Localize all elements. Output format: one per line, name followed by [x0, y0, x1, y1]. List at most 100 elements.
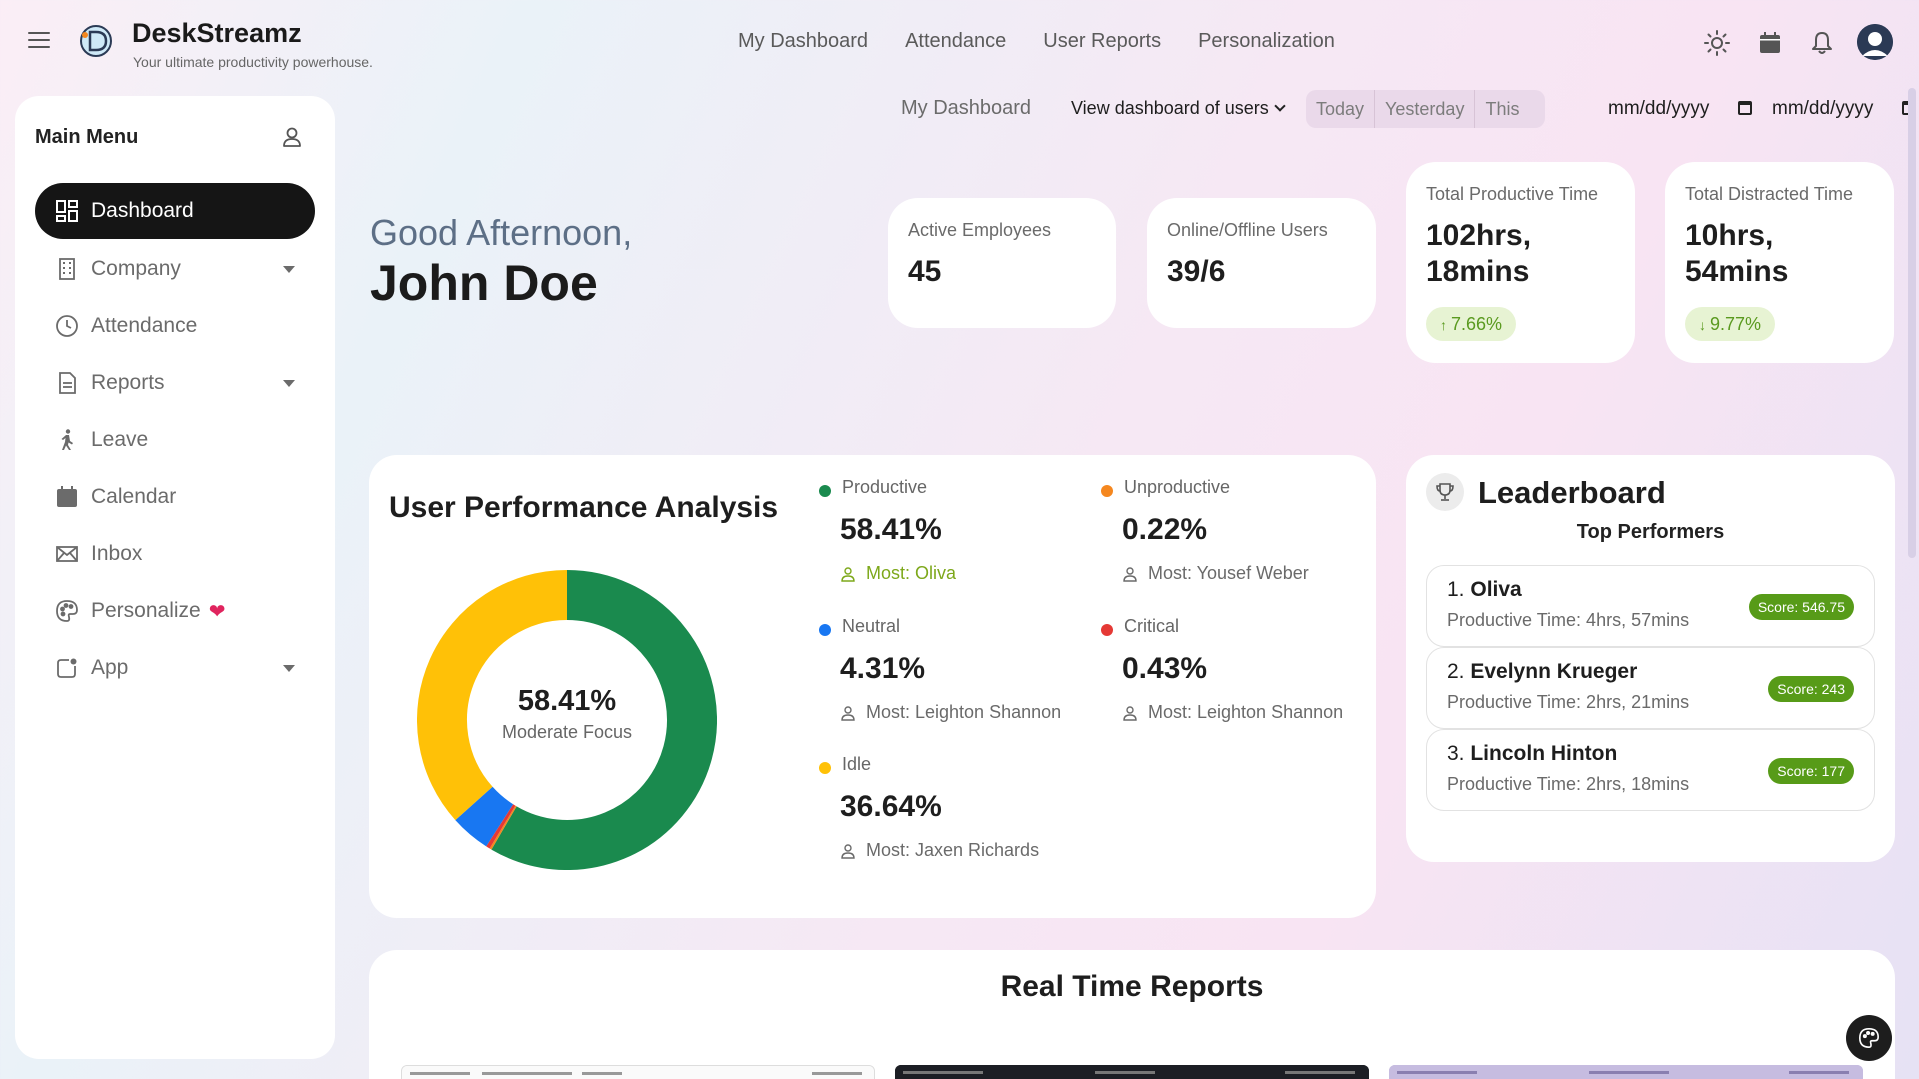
donut-center-label: Moderate Focus [501, 722, 633, 742]
screenshot-thumbnail[interactable] [895, 1065, 1369, 1079]
stat-label: Total Productive Time [1426, 184, 1599, 204]
donut-slice-idle[interactable] [417, 570, 568, 821]
page-scrollbar[interactable] [1905, 88, 1919, 1079]
screenshot-thumbnail[interactable] [1389, 1065, 1863, 1079]
period-today[interactable]: Today [1306, 90, 1376, 128]
legend-dot [819, 485, 831, 497]
period-this-month[interactable]: This Month [1485, 99, 1520, 119]
stat-value-mins: 18mins [1426, 255, 1530, 288]
sidebar-item-label: Dashboard [91, 199, 194, 222]
distracted-time-card: Total Distracted Time 10hrs, 54mins ↓ 9.77… [1665, 162, 1894, 363]
mail-icon [55, 542, 79, 566]
topnav-attendance[interactable]: Attendance [905, 30, 1007, 52]
category-name: Productive [842, 477, 928, 497]
topnav-user-reports[interactable]: User Reports [1043, 30, 1162, 52]
palette-icon [1859, 1028, 1879, 1048]
sidebar: Main Menu Dashboard Company Attendance R… [15, 96, 335, 1059]
active-employees-card: Active Employees 45 [888, 198, 1116, 328]
donut-slice-critical[interactable] [486, 804, 516, 849]
performance-title: User Performance Analysis [389, 491, 779, 524]
sidebar-item-inbox[interactable]: Inbox [35, 526, 315, 582]
category-top-user: Most: Yousef Weber [1122, 563, 1309, 584]
productive-time-card: Total Productive Time 102hrs, 18mins ↑ 7.6… [1406, 162, 1635, 363]
sidebar-item-app[interactable]: App [35, 640, 315, 696]
donut-slice-neutral[interactable] [455, 786, 514, 847]
performer-name: 3. Lincoln Hinton [1447, 742, 1617, 766]
performer-name-text: Lincoln Hinton [1470, 742, 1618, 765]
stat-value: 10hrs, 54mins [1685, 218, 1788, 290]
leaderboard-row[interactable]: 2. Evelynn Krueger Productive Time: 2hrs… [1426, 647, 1875, 729]
stat-value: 102hrs, 18mins [1426, 218, 1531, 290]
sidebar-item-reports[interactable]: Reports [35, 355, 315, 411]
top-user-name: Most: Leighton Shannon [866, 702, 1062, 722]
topnav-my-dashboard[interactable]: My Dashboard [738, 30, 869, 52]
score-badge: Score: 177 [1768, 758, 1854, 784]
greeting-text: Good Afternoon, [370, 212, 633, 253]
date-from-calendar-icon[interactable] [1738, 101, 1752, 115]
sidebar-title: Main Menu [35, 126, 139, 148]
clock-icon [55, 314, 79, 338]
sidebar-item-dashboard[interactable]: Dashboard [35, 183, 315, 239]
sidebar-item-personalize[interactable]: Personalize ❤ [35, 583, 315, 639]
palette-icon [55, 599, 79, 623]
real-time-reports-card: Real Time Reports [369, 950, 1895, 1079]
performer-name-text: Evelynn Krueger [1470, 660, 1638, 683]
topnav-personalization[interactable]: Personalization [1198, 30, 1335, 52]
sidebar-item-label: Calendar [91, 485, 177, 508]
performance-donut-chart [417, 570, 717, 870]
legend-dot [1101, 485, 1113, 497]
screenshot-thumbnail[interactable] [401, 1065, 875, 1079]
user-performance-card: User Performance Analysis 58.41% Moderat… [369, 455, 1376, 918]
calendar-icon[interactable] [1756, 29, 1784, 57]
category-value: 4.31% [840, 652, 926, 685]
leaderboard-row[interactable]: 1. Oliva Productive Time: 4hrs, 57mins S… [1426, 565, 1875, 647]
donut-slice-unproductive[interactable] [489, 805, 517, 850]
legend-dot [819, 762, 831, 774]
sidebar-item-attendance[interactable]: Attendance [35, 298, 315, 354]
calendar-icon [55, 485, 79, 509]
performer-rank: 3. [1447, 742, 1465, 765]
sidebar-item-calendar[interactable]: Calendar [35, 469, 315, 525]
date-from-input[interactable]: mm/dd/yyyy [1608, 98, 1710, 119]
bell-icon[interactable] [1808, 29, 1836, 57]
view-users-dropdown[interactable]: View dashboard of users [1071, 98, 1286, 119]
view-users-label: View dashboard of users [1071, 98, 1269, 118]
donut-slice-productive[interactable] [491, 570, 717, 870]
sun-icon[interactable] [1703, 29, 1731, 57]
change-value: 7.66% [1451, 314, 1503, 334]
donut-center-value: 58.41% [517, 685, 617, 717]
palette-fab-button[interactable] [1846, 1015, 1892, 1061]
sidebar-item-leave[interactable]: Leave [35, 412, 315, 468]
hamburger-menu-icon[interactable] [28, 32, 50, 48]
date-to-input[interactable]: mm/dd/yyyy [1772, 98, 1874, 119]
leaderboard-card: Leaderboard Top Performers 1. Oliva Prod… [1406, 455, 1895, 862]
category-value: 0.43% [1122, 652, 1208, 685]
change-badge: ↑ 7.66% [1426, 307, 1517, 341]
sidebar-item-label: Company [91, 257, 181, 280]
sidebar-item-label: App [91, 656, 129, 679]
app-name: DeskStreamz [132, 18, 302, 48]
user-icon [1123, 705, 1137, 721]
caret-down-icon [283, 266, 295, 273]
stat-value-hours: 10hrs, [1685, 219, 1774, 252]
top-bar: DeskStreamz Your ultimate productivity p… [0, 0, 1919, 88]
arrow-down-icon: ↓ [1699, 317, 1706, 333]
user-avatar[interactable] [1857, 24, 1893, 60]
caret-down-icon [283, 665, 295, 672]
category-top-user: Most: Jaxen Richards [840, 840, 1039, 861]
category-name: Unproductive [1124, 477, 1231, 497]
breadcrumb: My Dashboard [901, 97, 1032, 119]
sidebar-item-company[interactable]: Company [35, 241, 315, 297]
performer-time: Productive Time: 4hrs, 57mins [1447, 610, 1690, 630]
caret-down-icon [283, 380, 295, 387]
leaderboard-title: Leaderboard [1478, 475, 1666, 510]
period-yesterday[interactable]: Yesterday [1375, 90, 1476, 128]
user-icon[interactable] [281, 126, 303, 148]
real-time-reports-title: Real Time Reports [1000, 970, 1264, 1003]
period-selector: Today Yesterday This Month [1306, 90, 1546, 128]
donut-center: 58.41% Moderate Focus [417, 685, 717, 743]
building-icon [55, 257, 79, 281]
leaderboard-row[interactable]: 3. Lincoln Hinton Productive Time: 2hrs,… [1426, 729, 1875, 811]
legend-dot [819, 624, 831, 636]
performer-time: Productive Time: 2hrs, 18mins [1447, 774, 1690, 794]
